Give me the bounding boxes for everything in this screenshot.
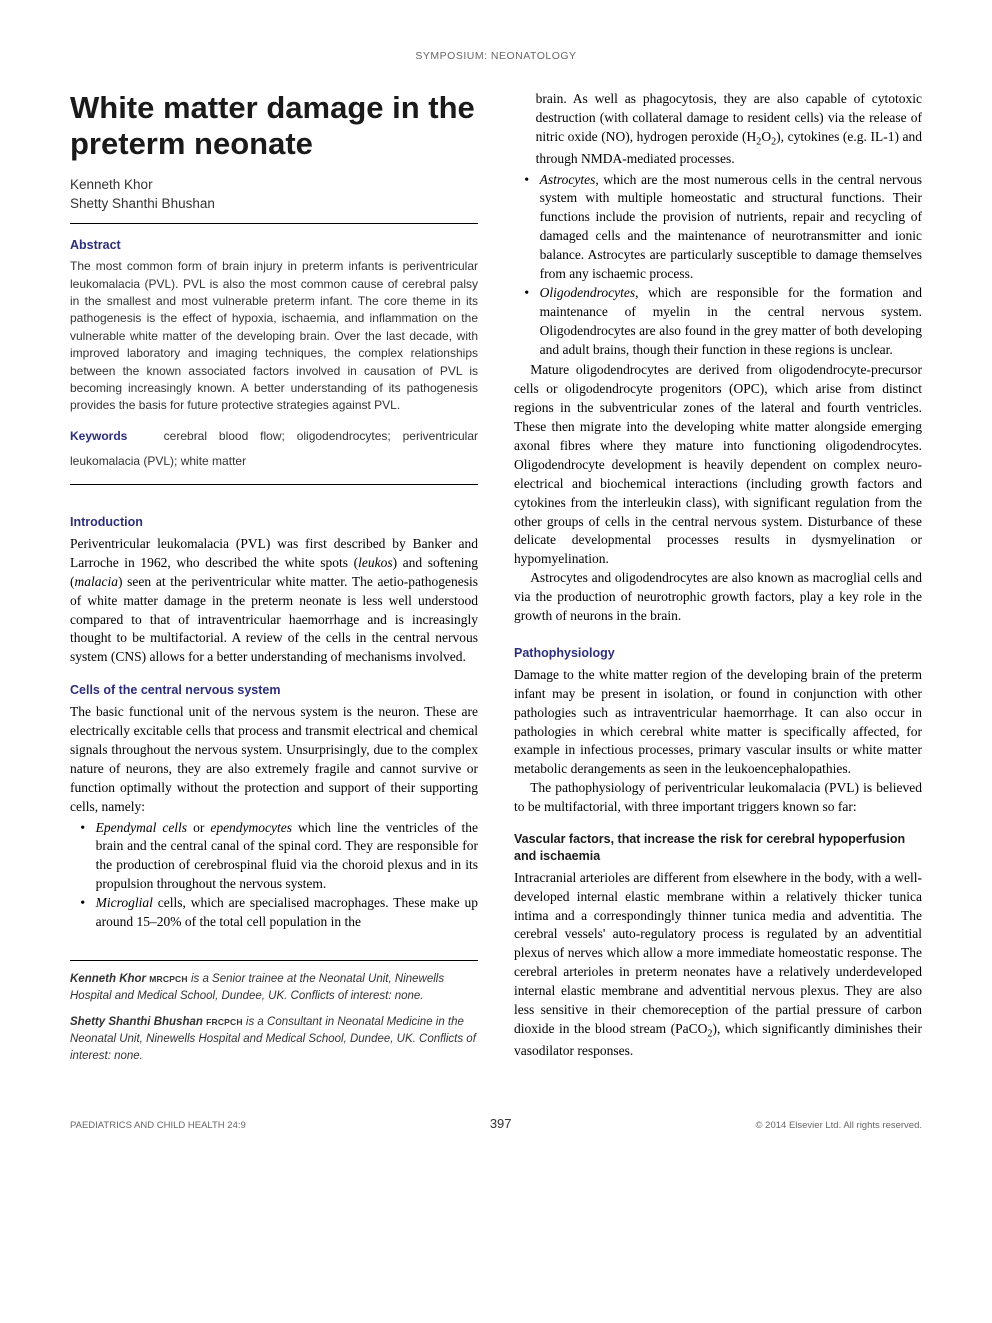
list-item: Astrocytes, which are the most numerous … <box>540 171 922 284</box>
bio-name: Kenneth Khor <box>70 973 146 985</box>
keywords-line: Keywords cerebral blood flow; oligodendr… <box>70 423 478 474</box>
author-2: Shetty Shanthi Bhushan <box>70 196 478 211</box>
cells-heading: Cells of the central nervous system <box>70 683 478 697</box>
divider <box>70 223 478 224</box>
page-number: 397 <box>490 1116 512 1131</box>
right-column: brain. As well as phagocytosis, they are… <box>514 90 922 1074</box>
list-item: Oligodendrocytes, which are responsible … <box>540 284 922 360</box>
keywords-text <box>140 429 164 443</box>
patho-p2: The pathophysiology of periventricular l… <box>514 779 922 817</box>
cells-li2-cont: brain. As well as phagocytosis, they are… <box>514 90 922 169</box>
author-bio-2: Shetty Shanthi Bhushan FRCPCH is a Consu… <box>70 1014 478 1064</box>
cells-list-cont: Astrocytes, which are the most numerous … <box>514 171 922 360</box>
cells-p1: The basic functional unit of the nervous… <box>70 703 478 816</box>
bio-credentials: FRCPCH <box>206 1017 243 1027</box>
patho-p3: Intracranial arterioles are different fr… <box>514 869 922 1061</box>
introduction-p1: Periventricular leukomalacia (PVL) was f… <box>70 535 478 667</box>
author-bio-1: Kenneth Khor MRCPCH is a Senior trainee … <box>70 971 478 1004</box>
list-item: Ependymal cells or ependymocytes which l… <box>96 819 478 895</box>
page-columns: White matter damage in the preterm neona… <box>70 90 922 1074</box>
patho-sub-heading: Vascular factors, that increase the risk… <box>514 831 922 865</box>
left-column: White matter damage in the preterm neona… <box>70 90 478 1074</box>
author-1: Kenneth Khor <box>70 177 478 192</box>
keywords-values: cerebral blood flow; oligodendrocytes; p… <box>70 429 478 469</box>
introduction-heading: Introduction <box>70 515 478 529</box>
footer-left: PAEDIATRICS AND CHILD HEALTH 24:9 <box>70 1120 246 1131</box>
cells-p3: Astrocytes and oligodendrocytes are also… <box>514 569 922 626</box>
article-title: White matter damage in the preterm neona… <box>70 90 478 161</box>
keywords-label: Keywords <box>70 429 127 443</box>
footer-right: © 2014 Elsevier Ltd. All rights reserved… <box>756 1120 922 1131</box>
list-item: Microglial cells, which are specialised … <box>96 894 478 932</box>
page-footer: PAEDIATRICS AND CHILD HEALTH 24:9 397 © … <box>70 1116 922 1131</box>
divider <box>70 484 478 485</box>
bio-name: Shetty Shanthi Bhushan <box>70 1016 203 1028</box>
abstract-heading: Abstract <box>70 238 478 252</box>
footnote-divider <box>70 960 478 961</box>
patho-heading: Pathophysiology <box>514 646 922 660</box>
cells-p2: Mature oligodendrocytes are derived from… <box>514 361 922 569</box>
patho-p1: Damage to the white matter region of the… <box>514 666 922 779</box>
bio-credentials: MRCPCH <box>149 974 188 984</box>
abstract-body: The most common form of brain injury in … <box>70 258 478 415</box>
running-header: SYMPOSIUM: NEONATOLOGY <box>70 50 922 62</box>
cells-list: Ependymal cells or ependymocytes which l… <box>70 819 478 932</box>
